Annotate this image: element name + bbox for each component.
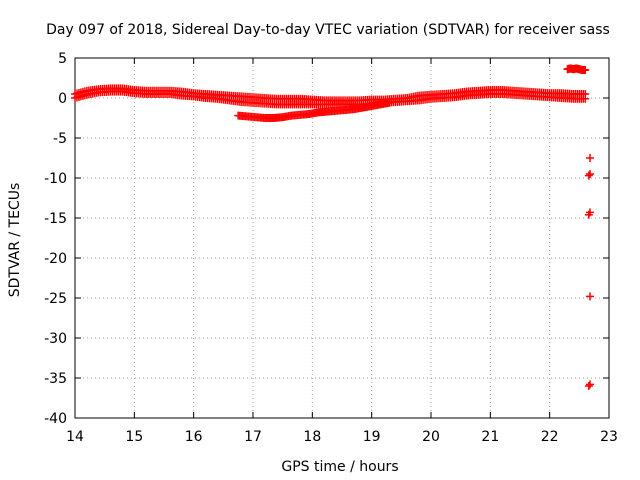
x-tick-label: 18 <box>303 429 321 445</box>
y-tick-label: -40 <box>44 411 67 427</box>
x-tick-label: 23 <box>600 429 618 445</box>
y-tick-label: -35 <box>44 371 67 387</box>
axis-ticks <box>74 57 610 419</box>
data-point <box>584 171 593 180</box>
data-point <box>586 154 595 162</box>
y-tick-label: 0 <box>58 91 67 107</box>
x-tick-labels: 14 15 16 17 18 19 20 21 22 23 <box>66 429 618 445</box>
x-tick-label: 14 <box>66 429 84 445</box>
data-point <box>385 98 394 107</box>
x-tick-label: 15 <box>125 429 143 445</box>
data-point <box>584 382 593 390</box>
data-point <box>581 94 590 103</box>
data-point <box>586 380 595 389</box>
x-tick-label: 21 <box>481 429 499 445</box>
chart-title: Day 097 of 2018, Sidereal Day-to-day VTE… <box>46 22 610 38</box>
x-tick-label: 17 <box>244 429 262 445</box>
data-point <box>586 292 595 301</box>
data-points <box>71 64 595 390</box>
x-tick-label: 19 <box>363 429 381 445</box>
y-axis-label: SDTVAR / TECUs <box>7 183 23 298</box>
x-tick-label: 20 <box>422 429 440 445</box>
y-tick-label: -20 <box>44 251 67 267</box>
data-point <box>584 210 593 219</box>
y-tick-label: -25 <box>44 291 67 307</box>
plot-frame <box>74 57 610 419</box>
x-tick-label: 22 <box>541 429 559 445</box>
y-tick-label: 5 <box>58 51 67 67</box>
y-tick-label: -30 <box>44 331 67 347</box>
y-tick-labels: 5 0 -5 -10 -15 -20 -25 -30 -35 -40 <box>44 51 67 427</box>
y-tick-label: -5 <box>53 131 67 147</box>
data-point <box>581 66 590 74</box>
y-tick-label: -10 <box>44 171 67 187</box>
x-axis-label: GPS time / hours <box>281 459 398 475</box>
x-tick-label: 16 <box>185 429 203 445</box>
data-point <box>586 170 595 178</box>
y-tick-label: -15 <box>44 211 67 227</box>
